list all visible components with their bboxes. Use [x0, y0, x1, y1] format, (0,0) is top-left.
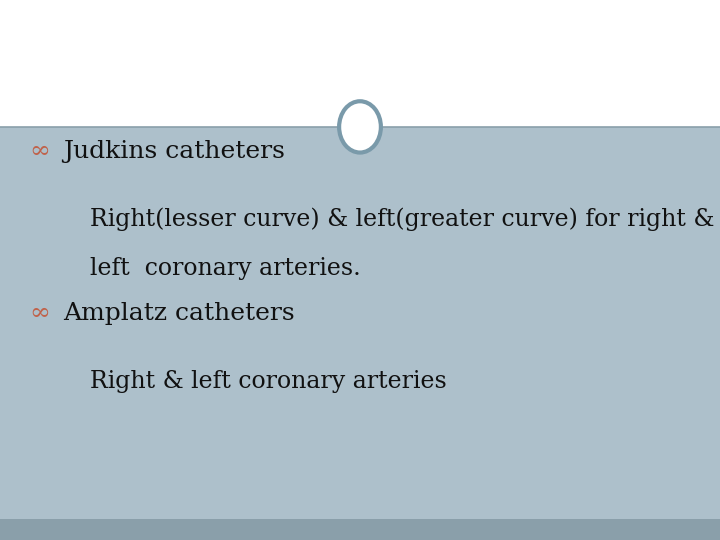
Text: ∞: ∞: [29, 140, 50, 163]
Text: ∞: ∞: [29, 302, 50, 325]
Text: Amplatz catheters: Amplatz catheters: [63, 302, 295, 325]
Ellipse shape: [339, 102, 381, 152]
Text: Right(lesser curve) & left(greater curve) for right &: Right(lesser curve) & left(greater curve…: [90, 208, 714, 232]
Text: left  coronary arteries.: left coronary arteries.: [90, 256, 361, 280]
Text: Right & left coronary arteries: Right & left coronary arteries: [90, 370, 446, 393]
Bar: [0, 519, 720, 540]
Bar: [0, 0, 720, 127]
Bar: [0, 127, 720, 519]
Text: Judkins catheters: Judkins catheters: [63, 140, 285, 163]
